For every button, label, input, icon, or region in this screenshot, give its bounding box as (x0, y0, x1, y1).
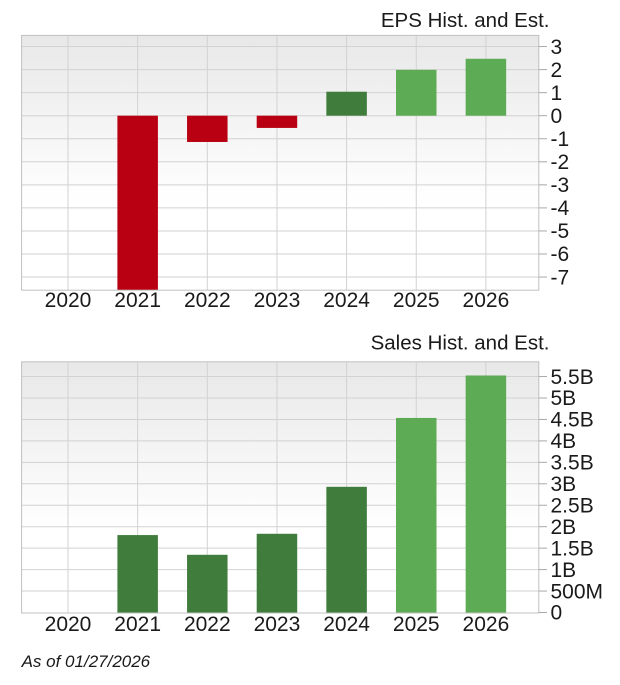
svg-text:500M: 500M (551, 580, 604, 603)
svg-text:2023: 2023 (254, 289, 301, 312)
svg-text:4.5B: 4.5B (551, 409, 594, 432)
svg-text:2022: 2022 (184, 613, 231, 636)
svg-text:Sales Hist. and Est.: Sales Hist. and Est. (371, 331, 550, 354)
svg-text:1B: 1B (551, 559, 577, 582)
svg-text:-4: -4 (551, 197, 570, 220)
svg-text:-5: -5 (551, 220, 570, 243)
svg-text:2024: 2024 (323, 289, 370, 312)
svg-text:2025: 2025 (393, 289, 440, 312)
svg-text:5B: 5B (551, 387, 577, 410)
svg-text:2.5B: 2.5B (551, 494, 594, 517)
svg-text:4B: 4B (551, 430, 577, 453)
svg-text:As of 01/27/2026: As of 01/27/2026 (21, 652, 151, 671)
svg-text:-2: -2 (551, 151, 570, 174)
svg-text:3B: 3B (551, 473, 577, 496)
svg-text:-1: -1 (551, 128, 570, 151)
svg-text:2020: 2020 (45, 289, 92, 312)
svg-text:0: 0 (551, 602, 563, 625)
svg-text:2021: 2021 (114, 289, 161, 312)
svg-text:2025: 2025 (393, 613, 440, 636)
svg-text:2: 2 (551, 59, 563, 82)
svg-text:0: 0 (551, 105, 563, 128)
svg-text:1: 1 (551, 82, 563, 105)
svg-text:-7: -7 (551, 266, 570, 289)
svg-text:3: 3 (551, 36, 563, 59)
svg-text:1.5B: 1.5B (551, 537, 594, 560)
svg-text:2021: 2021 (114, 613, 161, 636)
svg-text:-6: -6 (551, 243, 570, 266)
svg-text:2020: 2020 (45, 613, 92, 636)
svg-text:2023: 2023 (254, 613, 301, 636)
svg-text:-3: -3 (551, 174, 570, 197)
svg-text:2026: 2026 (463, 289, 510, 312)
svg-text:5.5B: 5.5B (551, 366, 594, 389)
svg-text:2B: 2B (551, 516, 577, 539)
svg-text:EPS Hist. and Est.: EPS Hist. and Est. (381, 9, 550, 32)
svg-text:2022: 2022 (184, 289, 231, 312)
svg-text:2024: 2024 (323, 613, 370, 636)
svg-text:3.5B: 3.5B (551, 452, 594, 475)
svg-text:2026: 2026 (463, 613, 510, 636)
